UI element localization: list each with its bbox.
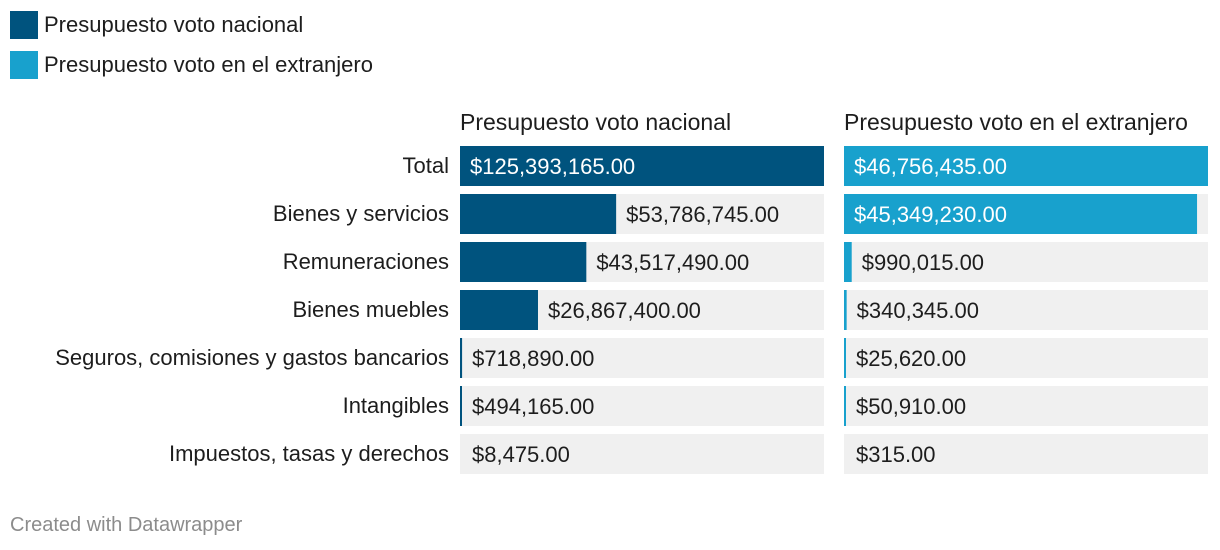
value-label: $43,517,490.00: [596, 250, 749, 275]
bar: [460, 146, 824, 186]
category-label: Remuneraciones: [283, 249, 449, 274]
bar: [844, 242, 852, 282]
value-label: $45,349,230.00: [854, 202, 1007, 227]
category-label: Total: [403, 153, 449, 178]
bar-background: [460, 338, 824, 378]
bar: [460, 386, 462, 426]
value-label: $990,015.00: [862, 250, 984, 275]
value-label: $46,756,435.00: [854, 154, 1007, 179]
bar-background: [844, 290, 1208, 330]
category-label: Intangibles: [343, 393, 449, 418]
legend-swatch-extranjero: [10, 51, 38, 79]
bar: [844, 338, 846, 378]
category-label: Bienes muebles: [292, 297, 449, 322]
bar: [844, 194, 1198, 234]
legend-swatch-nacional: [10, 11, 38, 39]
column-header-1: Presupuesto voto en el extranjero: [844, 109, 1188, 135]
value-label: $53,786,745.00: [626, 202, 779, 227]
category-label: Seguros, comisiones y gastos bancarios: [55, 345, 449, 370]
bar-background: [460, 434, 824, 474]
legend-item-nacional: Presupuesto voto nacional: [10, 10, 373, 40]
bar-background: [844, 242, 1208, 282]
legend-label-extranjero: Presupuesto voto en el extranjero: [44, 52, 373, 77]
value-label: $26,867,400.00: [548, 298, 701, 323]
bar: [460, 194, 617, 234]
value-label: $718,890.00: [472, 346, 594, 371]
legend-item-extranjero: Presupuesto voto en el extranjero: [10, 50, 373, 80]
value-label: $125,393,165.00: [470, 154, 635, 179]
bar-background: [844, 386, 1208, 426]
column-header-0: Presupuesto voto nacional: [460, 109, 731, 135]
bar: [460, 338, 463, 378]
bar: [844, 386, 846, 426]
value-label: $50,910.00: [856, 394, 966, 419]
bar: [844, 146, 1208, 186]
bar-background: [844, 434, 1208, 474]
value-label: $315.00: [856, 442, 936, 467]
category-label: Impuestos, tasas y derechos: [169, 441, 449, 466]
legend-label-nacional: Presupuesto voto nacional: [44, 12, 304, 37]
value-label: $494,165.00: [472, 394, 594, 419]
category-label: Bienes y servicios: [273, 201, 449, 226]
bar-background: [844, 338, 1208, 378]
bar-background: [460, 386, 824, 426]
legend: Presupuesto voto nacional Presupuesto vo…: [10, 10, 373, 90]
value-label: $25,620.00: [856, 346, 966, 371]
bar: [844, 290, 847, 330]
value-label: $340,345.00: [857, 298, 979, 323]
bar: [460, 290, 538, 330]
split-bar-chart: Presupuesto voto nacional Presupuesto vot…: [55, 109, 1208, 474]
value-label: $8,475.00: [472, 442, 570, 467]
bar: [460, 242, 587, 282]
footer-credit: Created with Datawrapper: [10, 514, 243, 536]
